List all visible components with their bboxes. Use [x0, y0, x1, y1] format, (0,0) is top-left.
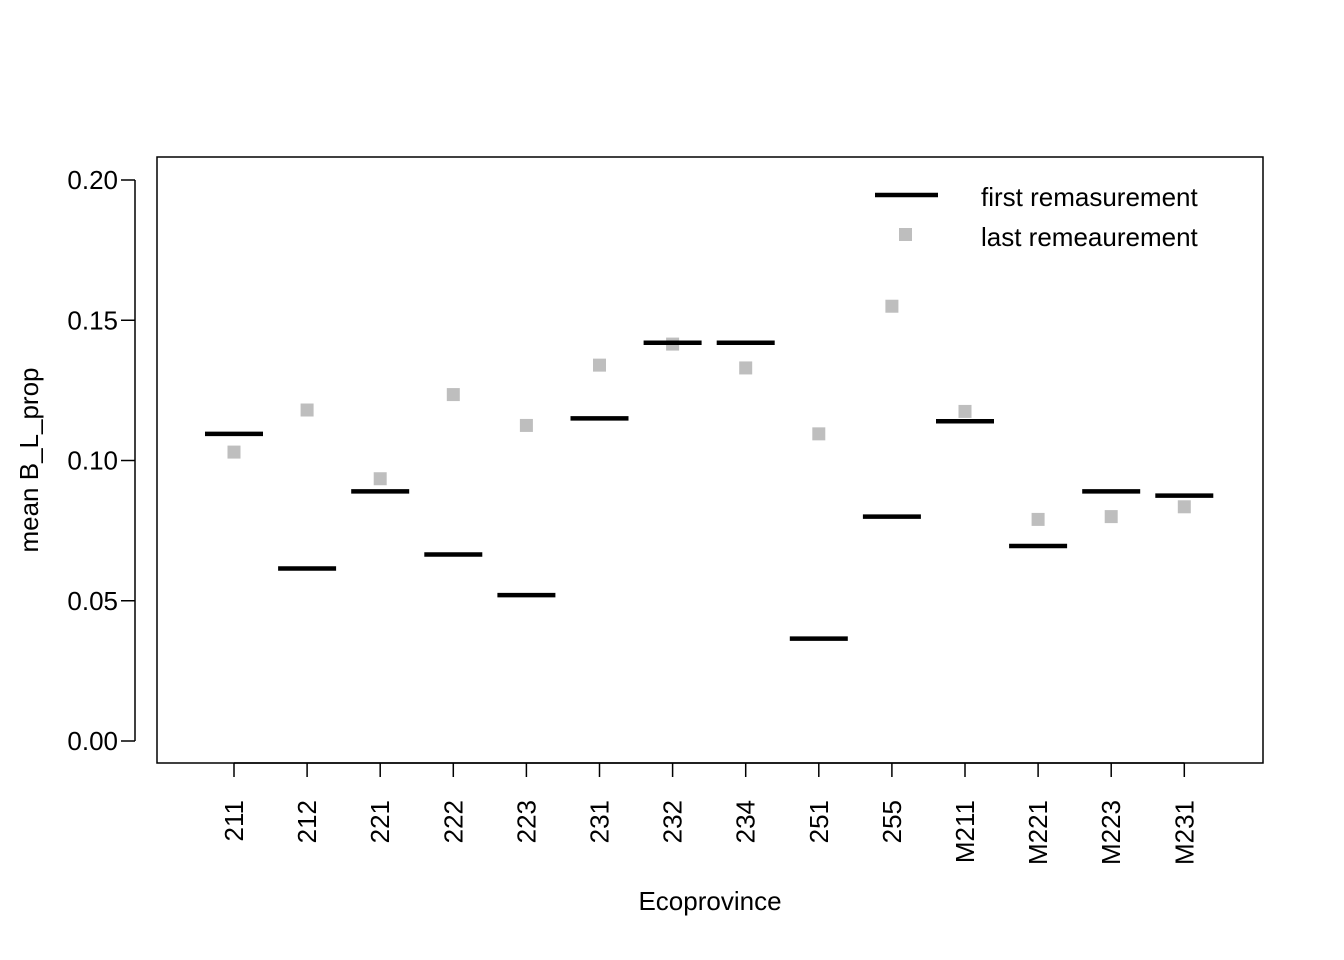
last-measurement-point	[227, 445, 241, 459]
y-tick-label: 0.15	[67, 305, 118, 335]
y-tick-label: 0.20	[67, 165, 118, 195]
legend-last-label: last remeaurement	[981, 222, 1199, 252]
last-measurement-point	[300, 403, 314, 417]
legend-last-marker	[899, 228, 912, 241]
x-tick-label: M211	[950, 800, 980, 863]
last-measurement-point	[812, 427, 826, 441]
y-tick-label: 0.05	[67, 586, 118, 616]
x-tick-label: 234	[731, 800, 761, 843]
x-tick-label: 231	[585, 800, 615, 843]
legend: first remasurement last remeaurement	[875, 182, 1199, 252]
data-marks	[205, 299, 1214, 641]
last-measurement-point	[1177, 500, 1191, 514]
last-measurement-point	[958, 404, 972, 418]
last-measurement-point	[739, 361, 753, 375]
x-tick-label: 221	[365, 800, 395, 843]
y-axis-label: mean B_L_prop	[14, 367, 44, 552]
x-tick-label: M223	[1096, 800, 1126, 865]
x-tick-label: 212	[292, 800, 322, 843]
y-tick-label: 0.00	[67, 726, 118, 756]
y-tick-label: 0.10	[67, 446, 118, 476]
x-tick-label: 251	[804, 800, 834, 843]
last-measurement-point	[446, 388, 460, 402]
x-tick-label: 211	[219, 800, 249, 841]
last-measurement-point	[519, 418, 533, 432]
x-tick-label: 232	[658, 800, 688, 843]
last-measurement-point	[1031, 512, 1045, 526]
x-axis: 211 212 221 222 223 231 232 234 251 255 M211 M221 M2…	[219, 762, 1199, 865]
x-tick-label: M221	[1023, 800, 1053, 865]
y-axis: 0.00 0.05 0.10 0.15 0.20	[67, 165, 136, 756]
x-tick-label: 223	[511, 800, 541, 843]
x-tick-label: 255	[877, 800, 907, 843]
last-measurement-point	[373, 472, 387, 486]
last-measurement-point	[885, 299, 899, 313]
last-measurement-point	[1104, 510, 1118, 524]
x-axis-label: Ecoprovince	[638, 886, 781, 916]
x-tick-label: 222	[438, 800, 468, 843]
last-measurement-point	[593, 358, 606, 372]
x-tick-label: M231	[1169, 800, 1199, 865]
legend-first-label: first remasurement	[981, 182, 1198, 212]
